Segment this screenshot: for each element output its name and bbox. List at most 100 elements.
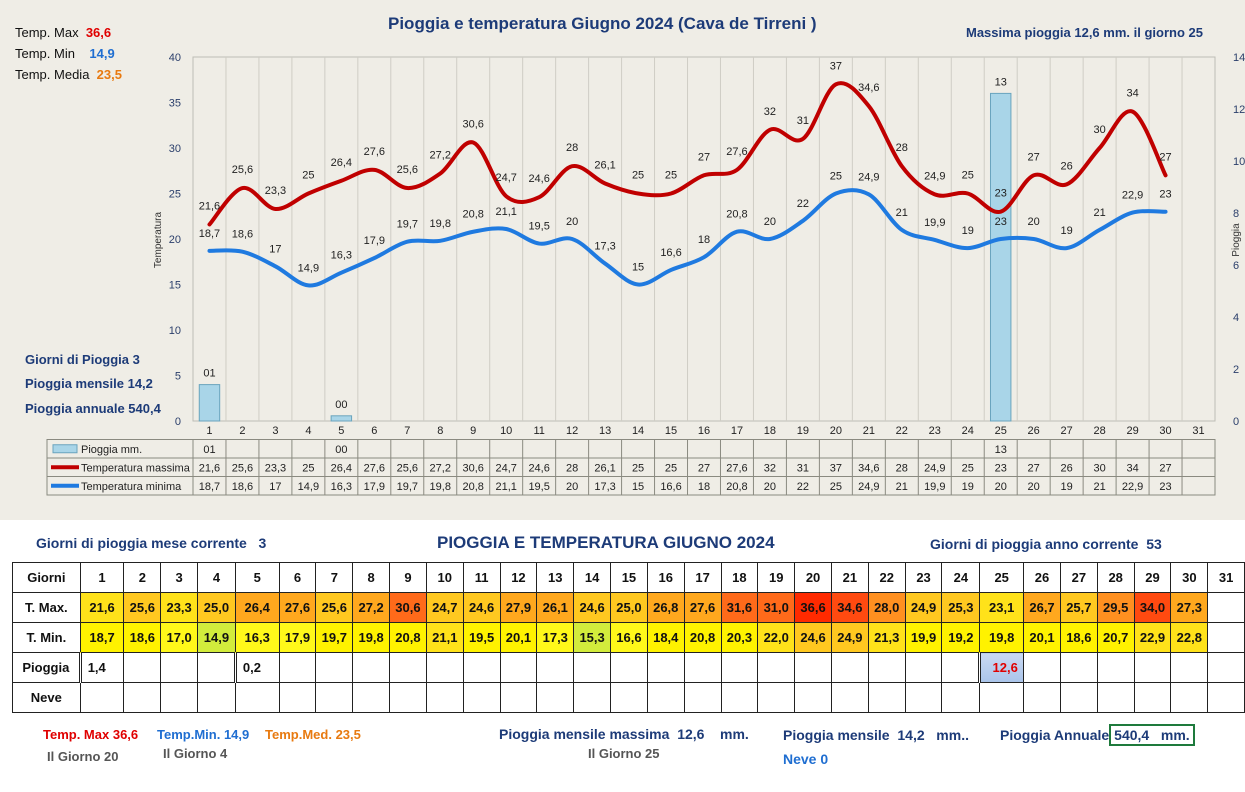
- table-cell-snow[interactable]: [794, 682, 832, 713]
- table-cell-snow[interactable]: [462, 682, 501, 713]
- table-cell-rain[interactable]: [794, 652, 832, 683]
- table-cell-tmax[interactable]: 26,1: [536, 592, 575, 623]
- table-cell-days[interactable]: 30: [1170, 562, 1209, 593]
- table-cell-rain[interactable]: [867, 652, 906, 683]
- table-cell-days[interactable]: 29: [1133, 562, 1172, 593]
- table-cell-snow[interactable]: [720, 682, 759, 713]
- table-cell-tmax[interactable]: 25,6: [315, 592, 354, 623]
- table-cell-rain[interactable]: [278, 652, 317, 683]
- table-cell-days[interactable]: 15: [610, 562, 648, 593]
- table-cell-rain[interactable]: [1096, 652, 1135, 683]
- table-cell-days[interactable]: 23: [904, 562, 943, 593]
- table-cell-rain[interactable]: [904, 652, 943, 683]
- table-cell-rain[interactable]: [160, 652, 199, 683]
- table-cell-snow[interactable]: [389, 682, 427, 713]
- table-cell-snow[interactable]: [757, 682, 796, 713]
- table-cell-tmin[interactable]: 18,7: [79, 622, 125, 653]
- table-cell-days[interactable]: 1: [79, 562, 125, 593]
- table-cell-tmin[interactable]: 22,8: [1170, 622, 1209, 653]
- table-cell-days[interactable]: 12: [499, 562, 538, 593]
- table-cell-days[interactable]: 18: [720, 562, 759, 593]
- table-cell-rain[interactable]: [425, 652, 464, 683]
- table-cell-snow[interactable]: [1170, 682, 1209, 713]
- table-cell-tmin[interactable]: [1207, 622, 1245, 653]
- table-cell-tmin[interactable]: 19,8: [352, 622, 391, 653]
- table-cell-rain[interactable]: [123, 652, 162, 683]
- table-cell-days[interactable]: 22: [867, 562, 906, 593]
- table-cell-tmin[interactable]: 17,3: [536, 622, 575, 653]
- table-cell-days[interactable]: 11: [462, 562, 501, 593]
- table-cell-days[interactable]: 28: [1096, 562, 1135, 593]
- table-cell-days[interactable]: 21: [830, 562, 869, 593]
- table-cell-tmin[interactable]: 14,9: [197, 622, 236, 653]
- table-cell-tmin[interactable]: 20,8: [683, 622, 722, 653]
- table-cell-tmax[interactable]: 24,7: [425, 592, 464, 623]
- table-cell-tmin[interactable]: 19,7: [315, 622, 354, 653]
- table-cell-rain[interactable]: [499, 652, 538, 683]
- table-cell-snow[interactable]: [573, 682, 612, 713]
- table-cell-tmin[interactable]: 20,8: [389, 622, 427, 653]
- table-cell-days[interactable]: 6: [278, 562, 317, 593]
- table-cell-tmax[interactable]: 26,4: [234, 592, 280, 623]
- table-cell-days[interactable]: 4: [197, 562, 236, 593]
- table-cell-tmin[interactable]: 19,5: [462, 622, 501, 653]
- table-cell-rain[interactable]: [646, 652, 685, 683]
- table-cell-tmax[interactable]: 23,3: [160, 592, 199, 623]
- table-cell-tmax[interactable]: 34,6: [830, 592, 869, 623]
- table-cell-tmin[interactable]: 17,9: [278, 622, 317, 653]
- table-cell-days[interactable]: 10: [425, 562, 464, 593]
- table-cell-tmin[interactable]: 24,9: [830, 622, 869, 653]
- table-cell-snow[interactable]: [646, 682, 685, 713]
- table-cell-tmax[interactable]: 30,6: [389, 592, 427, 623]
- table-cell-tmin[interactable]: 21,1: [425, 622, 464, 653]
- table-cell-snow[interactable]: [123, 682, 162, 713]
- table-cell-snow[interactable]: [1096, 682, 1135, 713]
- table-cell-tmax[interactable]: 24,6: [462, 592, 501, 623]
- table-cell-tmax[interactable]: 25,0: [197, 592, 236, 623]
- table-cell-tmin[interactable]: 16,3: [234, 622, 280, 653]
- table-cell-tmin[interactable]: 20,1: [499, 622, 538, 653]
- table-cell-rain[interactable]: 1,4: [78, 652, 125, 683]
- table-cell-tmin[interactable]: 22,0: [757, 622, 796, 653]
- table-cell-tmax[interactable]: 25,3: [941, 592, 981, 623]
- table-cell-tmax[interactable]: 21,6: [79, 592, 125, 623]
- table-cell-days[interactable]: 25: [979, 562, 1025, 593]
- table-cell-days[interactable]: 20: [794, 562, 832, 593]
- table-cell-tmin[interactable]: 18,6: [1059, 622, 1098, 653]
- table-cell-tmax[interactable]: 27,9: [499, 592, 538, 623]
- table-cell-tmin[interactable]: 17,0: [160, 622, 199, 653]
- table-cell-snow[interactable]: [904, 682, 943, 713]
- table-cell-snow[interactable]: [160, 682, 199, 713]
- table-cell-days[interactable]: 14: [573, 562, 612, 593]
- table-cell-rain[interactable]: [352, 652, 391, 683]
- table-cell-tmin[interactable]: 21,3: [867, 622, 906, 653]
- table-cell-tmin[interactable]: 15,3: [573, 622, 612, 653]
- table-cell-days[interactable]: 13: [536, 562, 575, 593]
- table-cell-tmax[interactable]: 23,1: [979, 592, 1025, 623]
- table-cell-tmax[interactable]: 27,6: [278, 592, 317, 623]
- table-cell-snow[interactable]: [425, 682, 464, 713]
- table-cell-tmax[interactable]: 31,0: [757, 592, 796, 623]
- table-cell-tmax[interactable]: 24,9: [904, 592, 943, 623]
- table-cell-snow[interactable]: [1133, 682, 1172, 713]
- table-cell-rain[interactable]: [389, 652, 427, 683]
- table-cell-snow[interactable]: [830, 682, 869, 713]
- table-cell-rain[interactable]: [197, 652, 236, 683]
- table-cell-tmin[interactable]: 20,3: [720, 622, 759, 653]
- table-cell-rain[interactable]: [315, 652, 354, 683]
- table-cell-rain[interactable]: [536, 652, 575, 683]
- table-cell-days[interactable]: 9: [389, 562, 427, 593]
- table-cell-tmin[interactable]: 24,6: [794, 622, 832, 653]
- table-cell-rain[interactable]: [830, 652, 869, 683]
- table-cell-days[interactable]: 3: [160, 562, 199, 593]
- table-cell-days[interactable]: 2: [123, 562, 162, 593]
- table-cell-snow[interactable]: [1207, 682, 1245, 713]
- annual-value-box[interactable]: 540,4 mm.: [1109, 724, 1195, 746]
- table-cell-tmax[interactable]: 24,6: [573, 592, 612, 623]
- table-cell-rain[interactable]: [610, 652, 648, 683]
- table-cell-snow[interactable]: [352, 682, 391, 713]
- table-cell-snow[interactable]: [683, 682, 722, 713]
- table-cell-tmin[interactable]: 16,6: [610, 622, 648, 653]
- table-cell-tmax[interactable]: [1207, 592, 1245, 623]
- table-cell-tmax[interactable]: 27,3: [1170, 592, 1209, 623]
